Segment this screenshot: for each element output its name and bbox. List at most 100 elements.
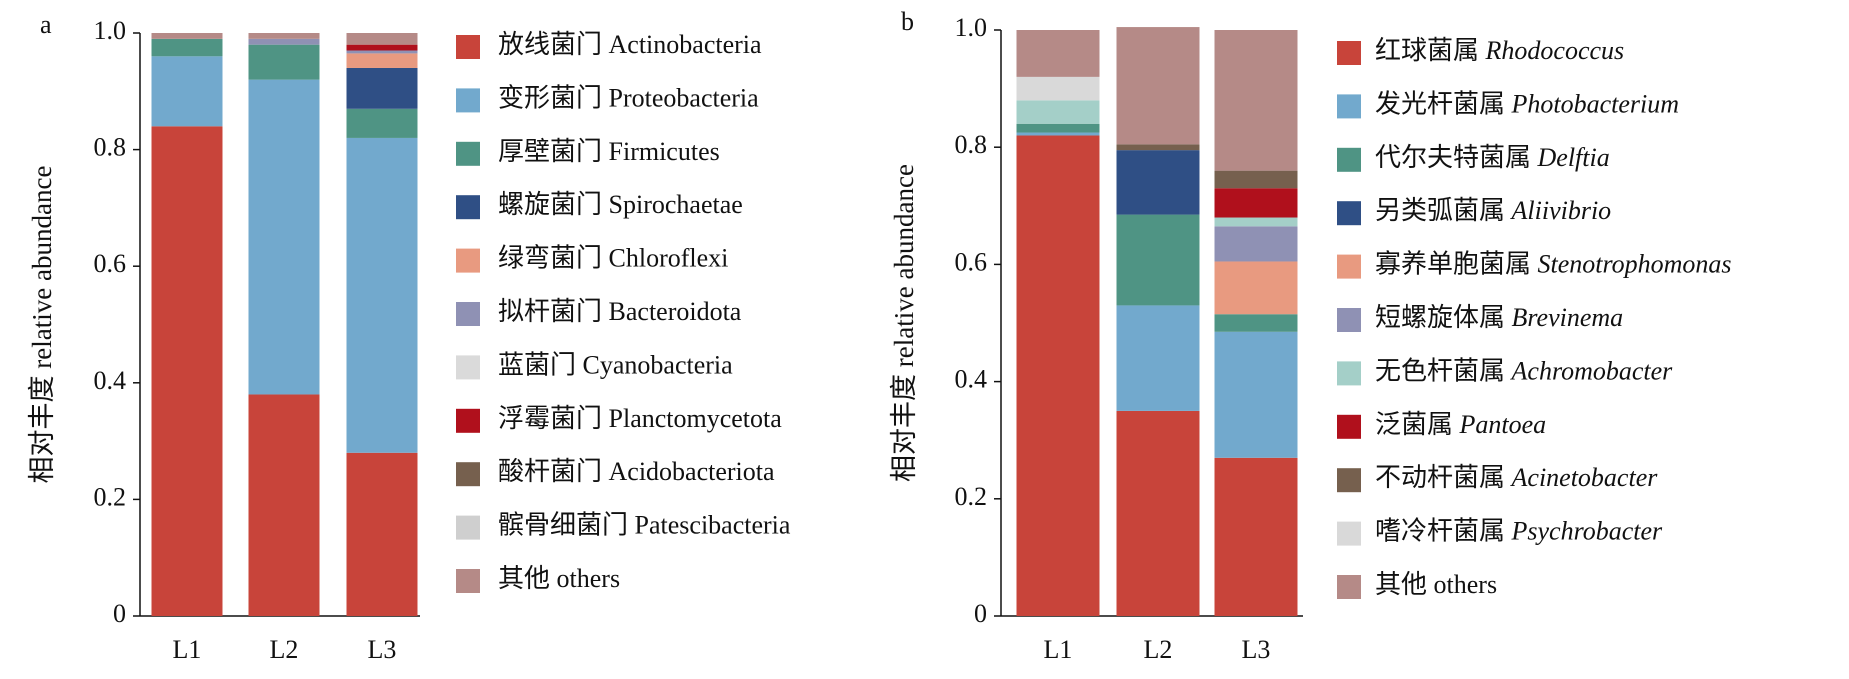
legend-label: 无色杆菌属 Achromobacter (1375, 356, 1673, 385)
y-tick-label: 1.0 (955, 13, 988, 42)
bar-segment (151, 126, 223, 616)
legend-swatch (1337, 414, 1361, 439)
bar-segment (346, 33, 418, 45)
bar-segment (1214, 188, 1298, 218)
y-tick-label: 0.4 (94, 366, 127, 395)
bar-segment (1016, 123, 1100, 133)
bar-segment (151, 56, 223, 127)
bar-segment (346, 50, 418, 54)
legend-swatch (456, 569, 480, 593)
legend-label: 放线菌门 Actinobacteria (498, 30, 762, 59)
bar-segment (248, 394, 320, 616)
legend-label: 髌骨细菌门 Patescibacteria (498, 511, 791, 540)
legend-swatch (1337, 361, 1361, 386)
legend-swatch (1337, 147, 1361, 172)
y-tick-label: 0.6 (94, 249, 127, 278)
legend-swatch (1337, 41, 1361, 65)
bar-segment (1116, 27, 1200, 145)
bar-segment (1116, 150, 1200, 215)
bar-segment (1214, 314, 1298, 332)
panel-label: b (901, 7, 914, 36)
legend-label: 红球菌属 Rhodococcus (1375, 36, 1624, 65)
legend-swatch (456, 302, 480, 326)
panel-label: a (40, 10, 52, 39)
legend-swatch (1337, 94, 1361, 119)
y-tick-label: 0.4 (955, 365, 988, 394)
x-tick-label: L3 (368, 635, 397, 664)
legend-swatch (1337, 201, 1361, 226)
bar-segment (1016, 132, 1100, 136)
legend-label: 另类弧菌属 Aliivibrio (1375, 196, 1611, 225)
y-tick-label: 1.0 (94, 16, 127, 45)
legend-label: 螺旋菌门 Spirochaetae (498, 190, 743, 219)
legend-swatch (1337, 468, 1361, 493)
legend-label: 代尔夫特菌属 Delftia (1375, 143, 1610, 172)
y-tick-label: 0 (974, 599, 987, 628)
legend-swatch (1337, 254, 1361, 279)
legend-label: 泛菌属 Pantoea (1375, 410, 1546, 439)
bar-segment (1016, 135, 1100, 617)
bar-segment (151, 33, 223, 39)
legend-label: 绿弯菌门 Chloroflexi (498, 244, 728, 273)
legend-label: 变形菌门 Proteobacteria (498, 83, 759, 112)
bar-segment (1116, 410, 1200, 616)
bar-segment (1116, 214, 1200, 306)
bar-segment (1214, 170, 1298, 189)
legend-label: 其他 others (498, 564, 620, 593)
legend-swatch (456, 88, 480, 113)
legend-swatch (456, 355, 480, 380)
bar-segment (346, 67, 418, 109)
bar-segment (151, 38, 223, 57)
bar-segment (1116, 305, 1200, 411)
legend-swatch (456, 141, 480, 166)
legend-label: 寡养单胞菌属 Stenotrophomonas (1375, 250, 1732, 279)
y-axis-label: 相对丰度 relative abundance (27, 166, 57, 484)
legend-swatch (456, 248, 480, 273)
legend-label: 不动杆菌属 Acinetobacter (1375, 463, 1658, 492)
y-axis-label: 相对丰度 relative abundance (889, 164, 919, 482)
bar-segment (1214, 226, 1298, 262)
y-tick-label: 0.2 (94, 482, 127, 511)
bar-segment (248, 38, 320, 45)
bar-segment (1016, 30, 1100, 77)
y-tick-label: 0.8 (94, 133, 127, 162)
y-tick-label: 0 (113, 599, 126, 628)
bar-segment (1214, 457, 1298, 616)
legend-swatch (456, 515, 480, 540)
bar-segment (1214, 30, 1298, 171)
legend-label: 发光杆菌属 Photobacterium (1375, 89, 1679, 118)
legend-label: 短螺旋体属 Brevinema (1375, 303, 1623, 332)
legend-label: 浮霉菌门 Planctomycetota (498, 404, 782, 433)
legend-swatch (1337, 521, 1361, 546)
bar-segment (346, 137, 418, 453)
bar-segment (346, 108, 418, 138)
legend-label: 拟杆菌门 Bacteroidota (498, 297, 742, 326)
y-tick-label: 0.2 (955, 482, 988, 511)
legend-swatch (456, 35, 480, 59)
legend-label: 嗜冷杆菌属 Psychrobacter (1375, 517, 1663, 546)
legend-label: 其他 others (1375, 570, 1497, 599)
bar-segment (1214, 261, 1298, 315)
bar-segment (346, 44, 418, 51)
x-tick-label: L1 (1044, 635, 1073, 664)
legend-label: 蓝菌门 Cyanobacteria (498, 350, 733, 379)
bar-segment (248, 44, 320, 80)
bar-segment (1016, 76, 1100, 101)
bar-segment (346, 452, 418, 616)
x-tick-label: L2 (1144, 635, 1173, 664)
x-tick-label: L1 (173, 635, 202, 664)
legend-swatch (1337, 308, 1361, 332)
bar-segment (1214, 331, 1298, 458)
legend-swatch (456, 408, 480, 433)
legend-swatch (456, 195, 480, 220)
x-tick-label: L3 (1242, 635, 1271, 664)
x-tick-label: L2 (270, 635, 299, 664)
bar-segment (1016, 100, 1100, 124)
y-tick-label: 0.6 (955, 247, 988, 276)
legend-label: 厚壁菌门 Firmicutes (498, 137, 720, 166)
legend-swatch (456, 462, 480, 487)
legend-swatch (1337, 575, 1361, 599)
bar-segment (1116, 144, 1200, 151)
legend-label: 酸杆菌门 Acidobacteriota (498, 457, 775, 486)
